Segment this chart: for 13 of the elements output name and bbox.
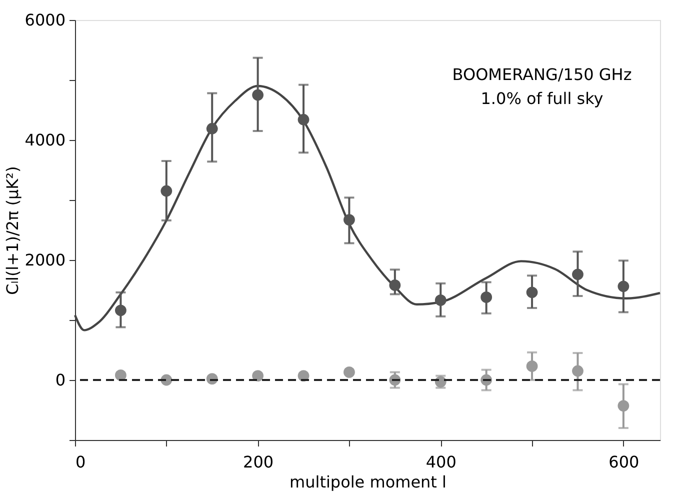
x-tick-label: 0	[76, 452, 86, 472]
line-series	[74, 84, 662, 332]
x-tick-label: 400	[426, 452, 456, 472]
annotation: BOOMERANG/150 GHz	[452, 65, 632, 84]
y-tick-label: 4000	[24, 130, 66, 150]
x-axis-title: multipole moment l	[290, 472, 446, 492]
annotation: 1.0% of full sky	[480, 89, 604, 108]
y-tick-label: 0	[55, 370, 66, 390]
y-tick-label: 6000	[24, 10, 66, 30]
y-axis-title: Cₗl(l+1)/2π (μK²)	[2, 166, 22, 295]
x-tick-label: 600	[608, 452, 640, 472]
x-tick-label: 200	[243, 452, 274, 472]
y-tick-label: 2000	[24, 250, 66, 270]
